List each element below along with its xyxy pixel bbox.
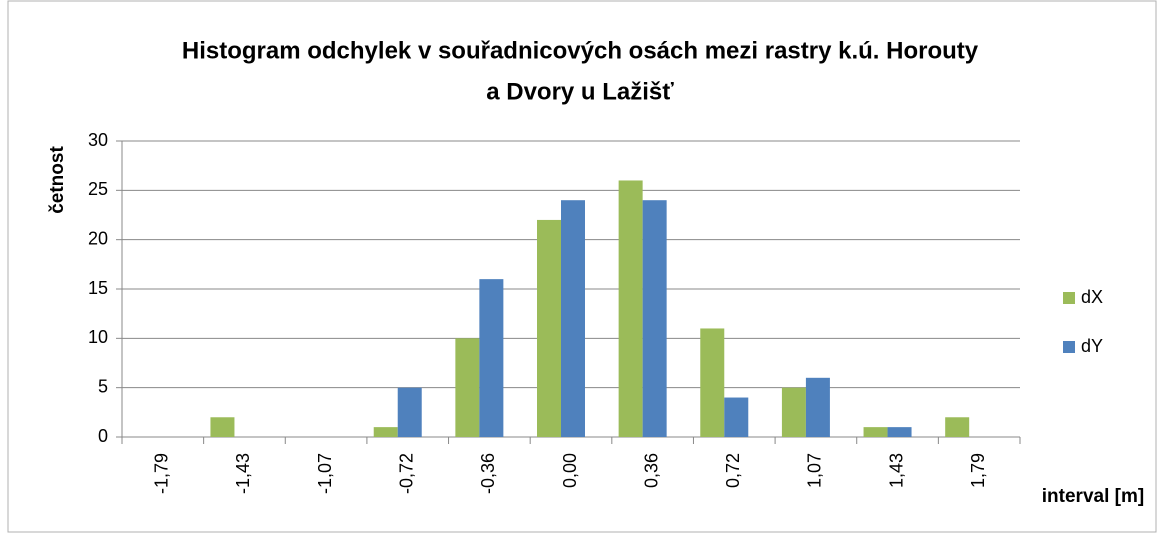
bar xyxy=(455,338,480,437)
bar xyxy=(887,427,912,437)
x-tick-label: -0,72 xyxy=(396,453,416,494)
legend-label: dY xyxy=(1081,336,1103,356)
bar xyxy=(805,377,830,437)
bar xyxy=(642,200,667,437)
x-tick-label: 1,43 xyxy=(886,453,906,488)
x-axis-title: interval [m] xyxy=(1042,486,1144,507)
x-tick-label: 0,00 xyxy=(560,453,580,488)
y-axis-title: četnost xyxy=(47,146,68,214)
y-tick-label: 20 xyxy=(88,228,108,248)
bar xyxy=(373,427,398,437)
x-tick-label: 1,07 xyxy=(805,453,825,488)
legend-swatch xyxy=(1063,341,1075,353)
chart-title: Histogram odchylek v souřadnicových osác… xyxy=(182,37,979,64)
x-tick-label: -0,36 xyxy=(478,453,498,494)
chart-title: a Dvory u Lažišť xyxy=(486,78,674,105)
x-tick-label: 0,72 xyxy=(723,453,743,488)
bar xyxy=(700,328,725,437)
y-tick-label: 0 xyxy=(98,426,108,446)
legend-swatch xyxy=(1063,292,1075,304)
bar xyxy=(945,417,970,437)
y-tick-label: 10 xyxy=(88,327,108,347)
bar xyxy=(397,387,422,437)
x-tick-label: -1,07 xyxy=(315,453,335,494)
bar xyxy=(724,397,749,437)
y-tick-label: 5 xyxy=(98,376,108,396)
y-tick-label: 25 xyxy=(88,179,108,199)
y-tick-label: 15 xyxy=(88,278,108,298)
x-tick-label: -1,79 xyxy=(152,453,172,494)
x-tick-label: 0,36 xyxy=(641,453,661,488)
bar xyxy=(479,279,504,437)
bar xyxy=(210,417,235,437)
bar xyxy=(863,427,888,437)
y-tick-label: 30 xyxy=(88,130,108,150)
bar xyxy=(561,200,585,437)
x-tick-label: -1,43 xyxy=(233,453,253,494)
bar xyxy=(618,180,643,437)
bar xyxy=(537,219,561,437)
x-tick-label: 1,79 xyxy=(968,453,988,488)
bar xyxy=(781,387,806,437)
legend-label: dX xyxy=(1081,287,1103,307)
